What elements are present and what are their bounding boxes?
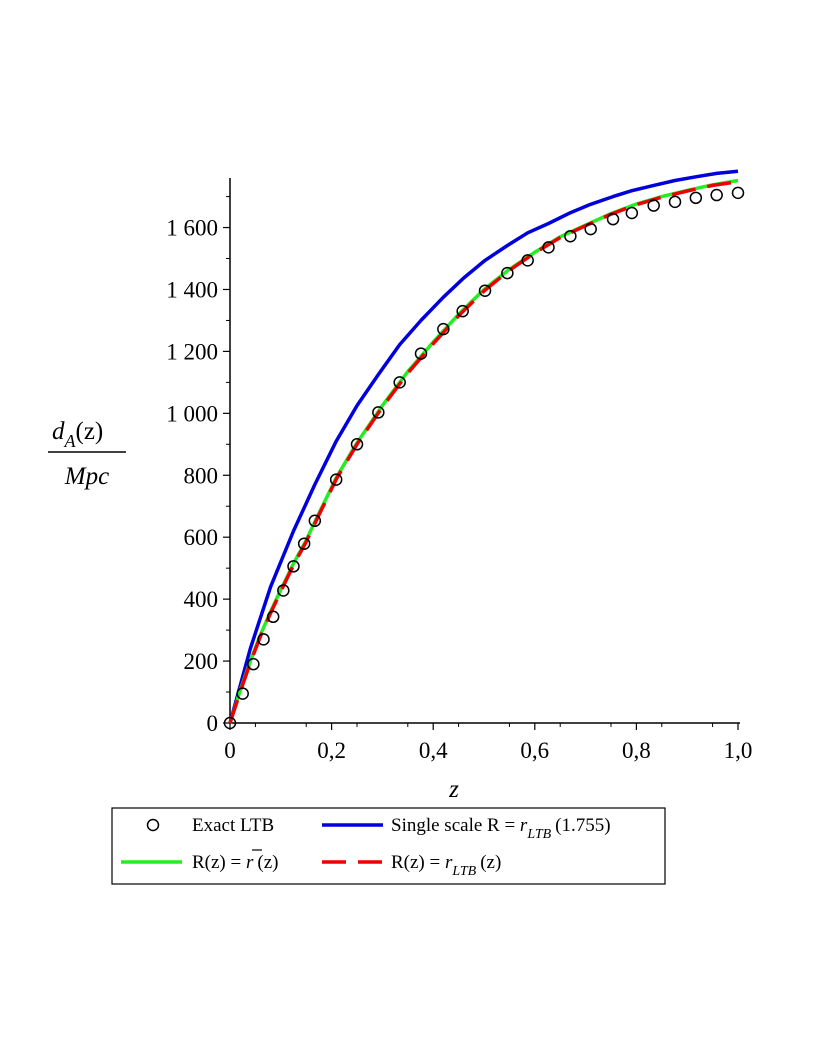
data-point-exact-ltb	[287, 560, 300, 573]
data-point-exact-ltb	[668, 195, 682, 209]
axes	[229, 178, 740, 724]
y-ticks: 0 200 400 600 800 1 000 1 200 1 400 1 600	[166, 196, 230, 736]
x-axis-title: z	[448, 776, 459, 803]
legend-label-rbar-var: r	[246, 852, 254, 873]
x-tick-label: 0,8	[622, 738, 651, 763]
y-axis-title-sub: A	[64, 431, 77, 451]
data-point-exact-ltb	[308, 514, 322, 528]
data-point-exact-ltb	[437, 322, 450, 336]
y-tick-label: 0	[207, 711, 219, 736]
legend-label-rbar-arg: (z)	[257, 852, 278, 873]
y-tick-label: 800	[184, 463, 219, 488]
y-tick-label: 200	[184, 649, 219, 674]
data-point-exact-ltb	[731, 186, 745, 200]
x-tick-label: 0,2	[317, 738, 346, 763]
y-tick-label: 400	[184, 587, 219, 612]
data-point-exact-ltb	[223, 716, 237, 730]
data-point-exact-ltb	[297, 537, 311, 550]
data-point-exact-ltb	[393, 376, 406, 389]
legend-label-single-scale-sub: LTB	[526, 827, 551, 842]
legend-label-rltb-var: r	[445, 852, 453, 873]
data-point-exact-ltb	[478, 284, 492, 297]
series-layer	[223, 169, 745, 730]
data-point-exact-ltb	[247, 657, 260, 671]
x-tick-label: 0	[224, 738, 236, 763]
data-point-exact-ltb	[456, 304, 469, 318]
legend: Exact LTB Single scale R = rLTB (1.755) R…	[111, 807, 666, 885]
data-point-exact-ltb	[647, 199, 660, 212]
y-tick-label: 1 000	[166, 401, 218, 426]
data-point-exact-ltb	[372, 406, 385, 419]
svg-text:dA(z): dA(z)	[52, 418, 103, 451]
data-point-exact-ltb	[236, 687, 249, 700]
data-point-exact-ltb	[584, 222, 597, 236]
legend-label-rbar: R(z) = r (z)	[192, 852, 278, 873]
data-point-exact-ltb	[277, 584, 290, 597]
data-point-exact-ltb	[542, 241, 555, 254]
legend-label-rltb-sub: LTB	[451, 864, 476, 879]
data-point-exact-ltb	[606, 212, 620, 226]
y-tick-label: 1 200	[166, 339, 218, 364]
x-ticks: 0 0,2 0,4 0,6 0,8 1,0	[224, 723, 752, 763]
y-tick-label: 1 400	[166, 277, 218, 302]
data-point-exact-ltb	[266, 610, 280, 624]
y-axis-title-denominator: Mpc	[64, 463, 109, 490]
legend-label-single-scale-var: r	[520, 815, 528, 836]
data-point-exact-ltb	[414, 347, 428, 360]
y-tick-label: 1 600	[166, 216, 218, 241]
legend-label-rltb-arg: (z)	[480, 852, 501, 873]
legend-marker-exact-ltb	[146, 818, 160, 832]
legend-label-rltb: R(z) = rLTB (z)	[391, 852, 501, 879]
legend-label-exact-ltb: Exact LTB	[192, 815, 274, 836]
y-axis-title-d: d	[52, 418, 65, 445]
data-point-exact-ltb	[521, 254, 534, 267]
legend-label-single-scale-pre: Single scale R =	[391, 815, 520, 836]
data-point-exact-ltb	[689, 191, 703, 205]
data-point-exact-ltb	[501, 266, 514, 280]
data-point-exact-ltb	[350, 438, 364, 451]
series-line-single-scale-r-r	[228, 169, 739, 724]
y-axis-title-arg: (z)	[76, 418, 104, 445]
y-tick-label: 600	[184, 525, 219, 550]
data-point-exact-ltb	[710, 188, 723, 202]
legend-label-rbar-pre: R(z) =	[192, 852, 246, 873]
x-tick-label: 0,4	[419, 738, 448, 763]
data-point-exact-ltb	[564, 229, 577, 243]
x-tick-label: 1,0	[724, 738, 753, 763]
y-axis-title: dA(z) Mpc	[48, 418, 126, 490]
legend-box	[111, 807, 666, 885]
data-point-exact-ltb	[257, 633, 270, 646]
x-tick-label: 0,6	[520, 738, 549, 763]
legend-label-rltb-pre: R(z) =	[391, 852, 445, 873]
data-point-exact-ltb	[625, 206, 639, 220]
data-point-exact-ltb	[329, 473, 343, 486]
legend-label-single-scale-arg: (1.755)	[555, 815, 610, 836]
legend-label-single-scale: Single scale R = rLTB (1.755)	[391, 815, 611, 842]
